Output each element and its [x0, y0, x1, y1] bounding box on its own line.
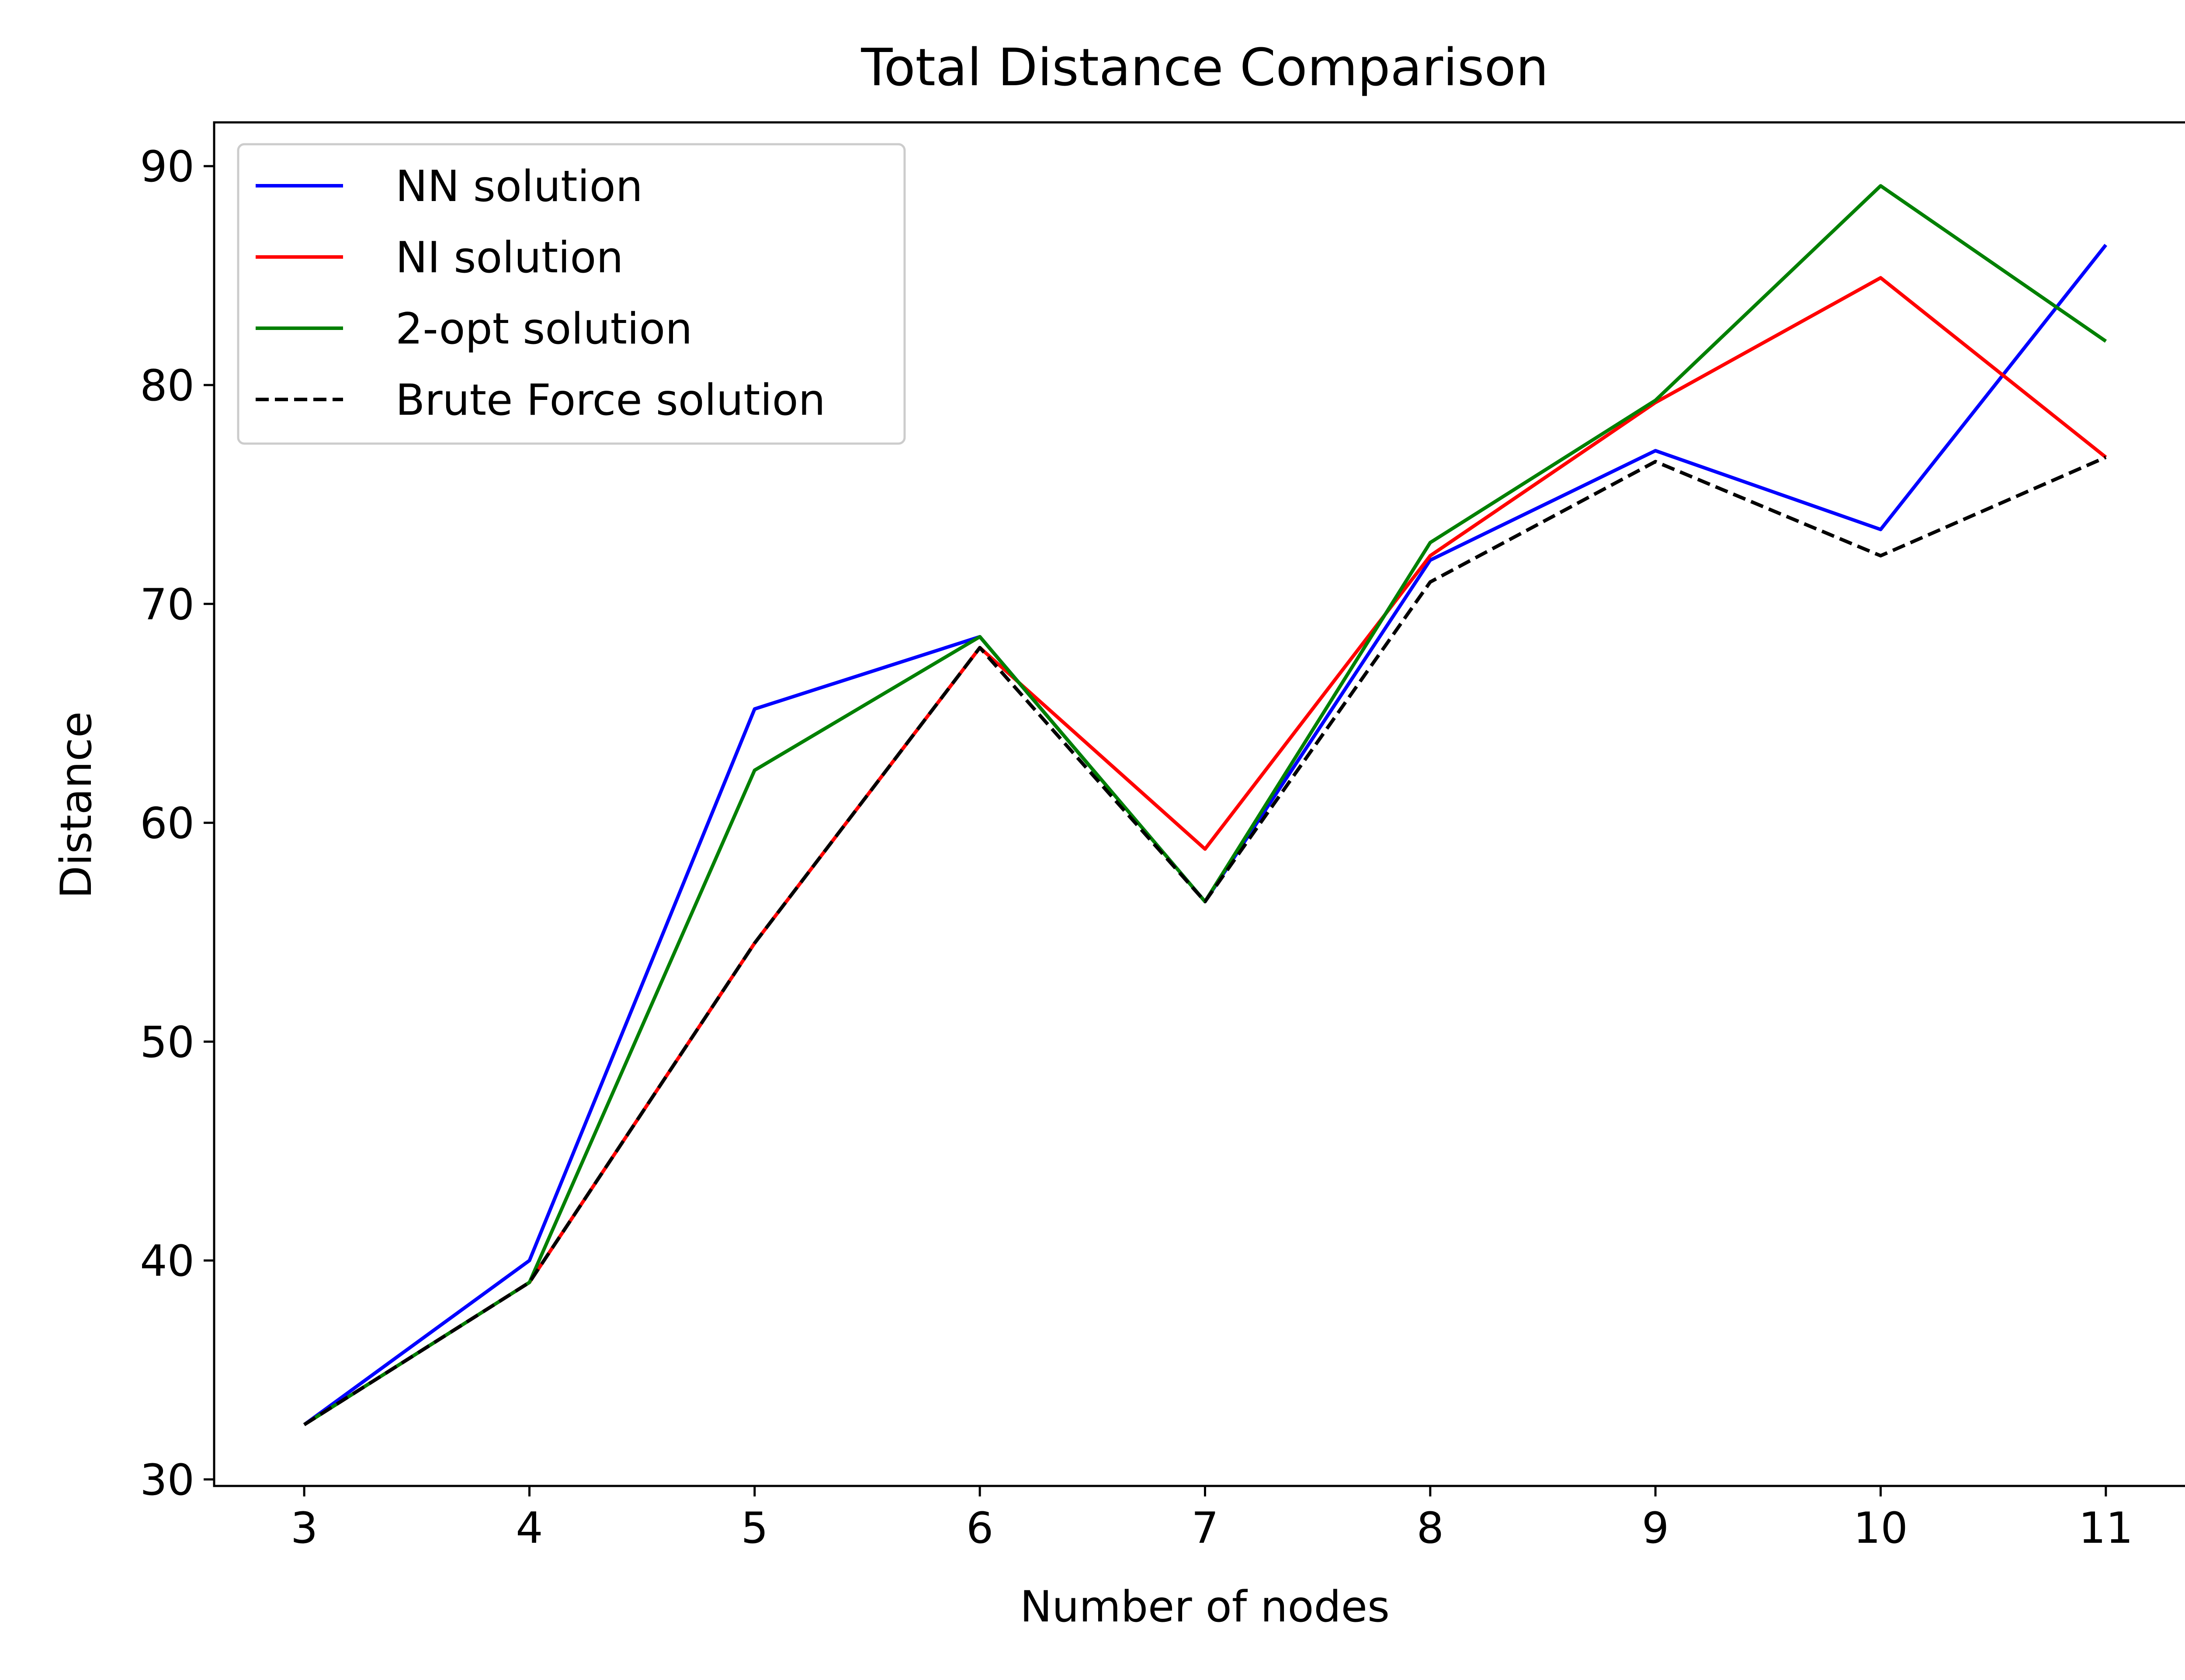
x-tick-label: 6	[966, 1503, 993, 1553]
x-tick-label: 11	[2079, 1503, 2133, 1553]
y-axis-ticks: 30 40 50 60 70 80 90	[140, 142, 214, 1505]
x-axis-label: Number of nodes	[1020, 1582, 1390, 1632]
y-tick-label: 60	[140, 799, 194, 849]
legend-box	[237, 143, 906, 445]
x-tick-label: 8	[1417, 1503, 1444, 1553]
series-line-ni-solution	[303, 276, 2107, 1427]
y-tick-label: 90	[140, 142, 194, 192]
y-tick-label: 70	[140, 580, 194, 630]
series-line-brute-force-solution	[303, 455, 2107, 1427]
x-tick-label: 9	[1642, 1503, 1669, 1553]
x-tick-label: 3	[291, 1503, 318, 1553]
y-tick-label: 80	[140, 361, 194, 411]
x-tick-label: 7	[1191, 1503, 1218, 1553]
legend-label: 2-opt solution	[395, 304, 692, 354]
x-tick-label: 4	[516, 1503, 543, 1553]
legend-label: Brute Force solution	[395, 375, 825, 425]
x-tick-label: 10	[1853, 1503, 1908, 1553]
y-tick-label: 40	[140, 1236, 194, 1286]
x-tick-label: 5	[741, 1503, 768, 1553]
x-axis-ticks: 3 4 5 6 7 8 9 10 11	[291, 1486, 2133, 1553]
legend-label: NI solution	[395, 233, 623, 283]
legend: NN solution NI solution 2-opt solution Brut…	[237, 143, 906, 445]
y-axis-label: Distance	[52, 712, 101, 899]
legend-label: NN solution	[395, 162, 643, 212]
y-tick-label: 30	[140, 1455, 194, 1505]
chart-title: Total Distance Comparison	[860, 37, 1548, 97]
y-tick-label: 50	[140, 1017, 194, 1067]
